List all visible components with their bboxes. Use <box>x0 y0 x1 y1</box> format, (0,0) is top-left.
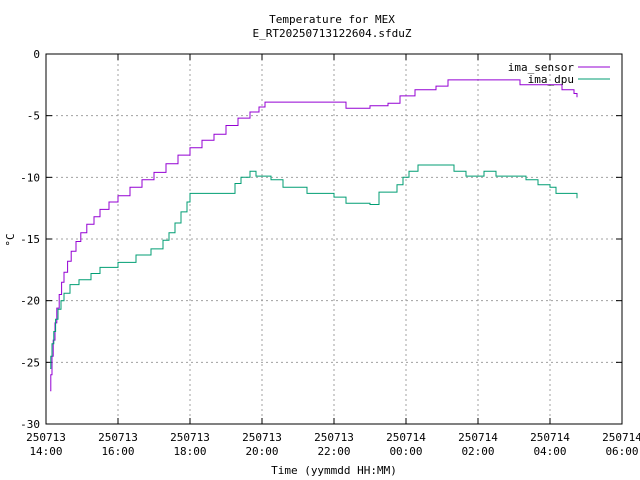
plot-frame <box>45 53 623 425</box>
x-tick-date-label: 250713 <box>98 431 138 444</box>
x-tick-time-label: 02:00 <box>461 445 494 458</box>
y-tick-label: -15 <box>20 233 40 246</box>
y-tick-label: -20 <box>20 295 40 308</box>
chart-subtitle: E_RT20250713122604.sfduZ <box>253 27 412 40</box>
x-tick-time-label: 06:00 <box>605 445 638 458</box>
x-tick-date-label: 250714 <box>602 431 640 444</box>
x-axis-label: Time (yymmdd HH:MM) <box>271 464 397 477</box>
y-tick-label: -25 <box>20 356 40 369</box>
x-tick-time-label: 18:00 <box>173 445 206 458</box>
x-tick-time-label: 00:00 <box>389 445 422 458</box>
x-tick-date-label: 250713 <box>314 431 354 444</box>
series-line-ima-dpu <box>50 164 578 369</box>
x-tick-time-label: 22:00 <box>317 445 350 458</box>
x-tick-time-label: 20:00 <box>245 445 278 458</box>
x-tick-date-label: 250714 <box>458 431 498 444</box>
x-tick-date-label: 250714 <box>386 431 426 444</box>
y-tick-label: -10 <box>20 171 40 184</box>
grid-lines <box>46 54 622 424</box>
y-tick-label: 0 <box>33 48 40 61</box>
series-layer <box>50 79 578 392</box>
axis-ticks: 0-5-10-15-20-25-3025071314:0025071316:00… <box>20 48 640 458</box>
y-tick-label: -5 <box>27 110 40 123</box>
x-tick-time-label: 14:00 <box>29 445 62 458</box>
x-tick-date-label: 250713 <box>242 431 282 444</box>
series-line-ima-sensor <box>50 79 578 392</box>
x-tick-date-label: 250713 <box>26 431 66 444</box>
x-tick-time-label: 16:00 <box>101 445 134 458</box>
legend-label-ima-sensor: ima_sensor <box>508 61 575 74</box>
y-axis-label: °C <box>4 233 17 246</box>
chart-title: Temperature for MEX <box>269 13 395 26</box>
x-tick-date-label: 250713 <box>170 431 210 444</box>
x-tick-date-label: 250714 <box>530 431 570 444</box>
x-tick-time-label: 04:00 <box>533 445 566 458</box>
y-tick-label: -30 <box>20 418 40 431</box>
legend-label-ima-dpu: ima_dpu <box>528 73 574 86</box>
